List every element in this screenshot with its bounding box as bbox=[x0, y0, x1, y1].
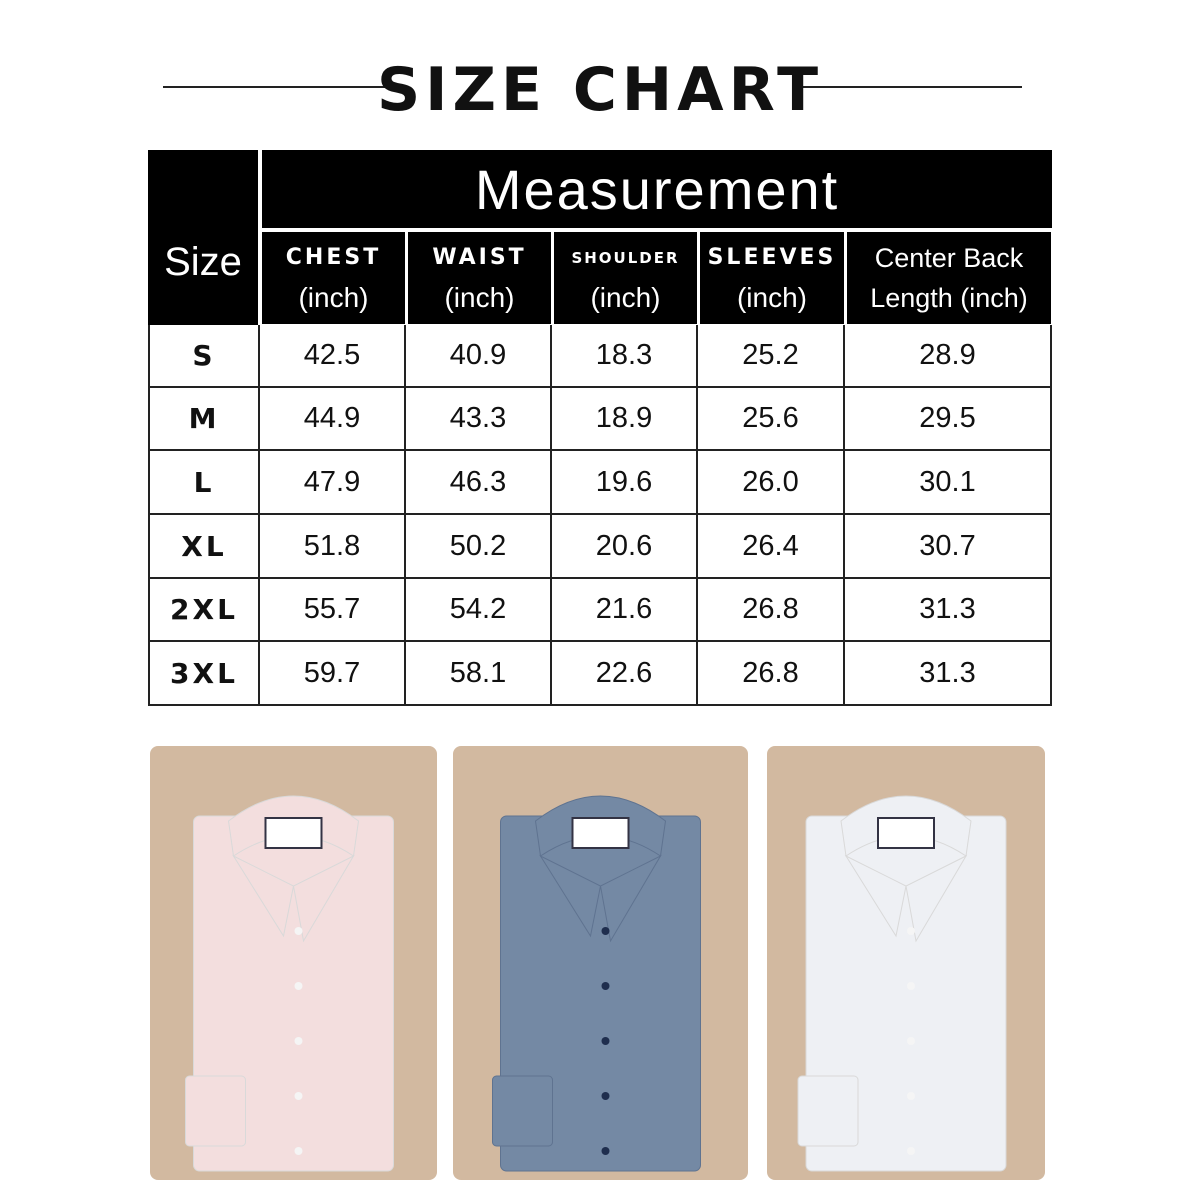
size-label: L bbox=[148, 451, 260, 515]
table-cell: 18.9 bbox=[552, 388, 698, 451]
table-cell: 18.3 bbox=[552, 325, 698, 388]
size-label: 3XL bbox=[148, 642, 260, 706]
column-name: SHOULDER bbox=[571, 249, 680, 267]
shirt-photo bbox=[150, 746, 437, 1180]
column-unit: (inch) bbox=[590, 282, 661, 313]
table-cell: 28.9 bbox=[845, 325, 1052, 388]
table-cell: 58.1 bbox=[406, 642, 552, 706]
title-rule-right bbox=[795, 86, 1022, 88]
size-label: 2XL bbox=[148, 579, 260, 642]
column-header: Center Back Length (inch) bbox=[847, 232, 1051, 324]
page-title: SIZE CHART bbox=[376, 55, 824, 125]
table-cell: 20.6 bbox=[552, 515, 698, 579]
table-cell: 31.3 bbox=[845, 642, 1052, 706]
shirt-icon bbox=[797, 795, 1007, 1172]
column-unit: (inch) bbox=[736, 282, 807, 313]
column-name: Center Back bbox=[874, 243, 1024, 273]
table-cell: 59.7 bbox=[260, 642, 406, 706]
table-cell: 26.4 bbox=[698, 515, 845, 579]
table-cell: 30.7 bbox=[845, 515, 1052, 579]
table-cell: 21.6 bbox=[552, 579, 698, 642]
table-cell: 47.9 bbox=[260, 451, 406, 515]
size-label: M bbox=[148, 388, 260, 451]
shirt-photo bbox=[767, 746, 1045, 1180]
table-cell: 25.2 bbox=[698, 325, 845, 388]
shirt-photo bbox=[453, 746, 748, 1180]
table-cell: 43.3 bbox=[406, 388, 552, 451]
column-header: CHEST (inch) bbox=[262, 232, 405, 324]
column-header: SHOULDER (inch) bbox=[554, 232, 697, 324]
table-cell: 44.9 bbox=[260, 388, 406, 451]
table-cell: 46.3 bbox=[406, 451, 552, 515]
size-label: XL bbox=[148, 515, 260, 579]
table-cell: 29.5 bbox=[845, 388, 1052, 451]
size-label: S bbox=[148, 325, 260, 388]
shirt-icon bbox=[492, 795, 701, 1172]
shirt-icon bbox=[185, 795, 394, 1172]
column-name: CHEST bbox=[285, 245, 382, 270]
measurement-header: Measurement bbox=[262, 150, 1052, 228]
table-cell: 26.8 bbox=[698, 579, 845, 642]
size-header: Size bbox=[148, 150, 258, 325]
table-cell: 50.2 bbox=[406, 515, 552, 579]
table-cell: 55.7 bbox=[260, 579, 406, 642]
column-name: WAIST bbox=[432, 245, 527, 270]
table-cell: 40.9 bbox=[406, 325, 552, 388]
column-name: SLEEVES bbox=[707, 245, 837, 270]
table-cell: 51.8 bbox=[260, 515, 406, 579]
table-cell: 26.8 bbox=[698, 642, 845, 706]
column-unit: Length (inch) bbox=[870, 283, 1028, 313]
title-rule-left bbox=[163, 86, 400, 88]
table-cell: 54.2 bbox=[406, 579, 552, 642]
table-cell: 25.6 bbox=[698, 388, 845, 451]
column-header: SLEEVES (inch) bbox=[700, 232, 844, 324]
column-header: WAIST (inch) bbox=[408, 232, 551, 324]
table-cell: 30.1 bbox=[845, 451, 1052, 515]
table-cell: 19.6 bbox=[552, 451, 698, 515]
table-cell: 31.3 bbox=[845, 579, 1052, 642]
table-cell: 42.5 bbox=[260, 325, 406, 388]
column-unit: (inch) bbox=[444, 282, 515, 313]
column-unit: (inch) bbox=[298, 282, 369, 313]
table-cell: 26.0 bbox=[698, 451, 845, 515]
table-cell: 22.6 bbox=[552, 642, 698, 706]
